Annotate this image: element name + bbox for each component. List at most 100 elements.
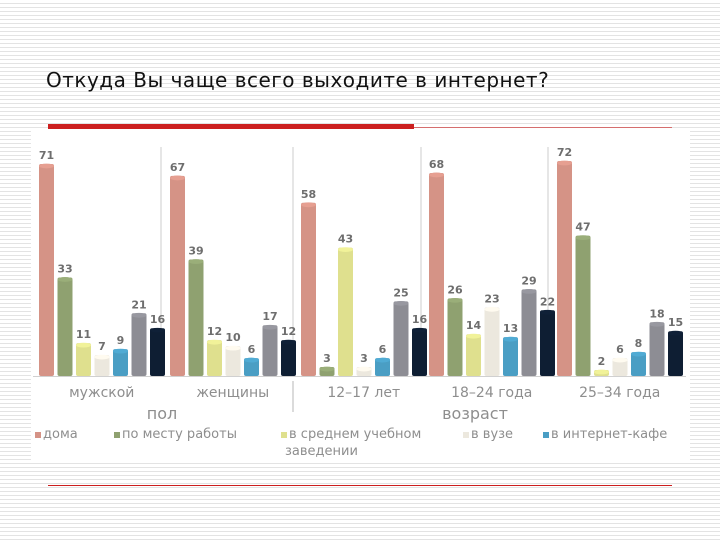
bar	[281, 340, 296, 376]
group-label: пол	[147, 404, 177, 423]
chart-panel: 71 33 11 7 9 21 16 мужской 67 39 12 10 6 17 12 женщины 5…	[31, 129, 690, 463]
bar-value-label: 29	[521, 274, 536, 287]
bar-cap	[521, 289, 537, 294]
bar-value-label: 3	[360, 352, 368, 365]
bar-value-label: 6	[248, 343, 256, 356]
legend-swatch	[35, 432, 41, 438]
bar	[631, 352, 646, 376]
group-label: возраст	[442, 404, 508, 423]
bar-cap	[262, 324, 278, 330]
bar-cap	[319, 366, 335, 372]
bar-value-label: 71	[39, 149, 54, 162]
bar	[131, 313, 147, 376]
bar-value-label: 72	[557, 146, 572, 159]
bar	[429, 172, 444, 376]
bar-cap	[649, 321, 665, 327]
bar-value-label: 8	[635, 337, 643, 350]
bar-value-label: 12	[281, 325, 296, 338]
bar-value-label: 21	[131, 298, 146, 311]
bar-cap	[76, 342, 91, 348]
bar-value-label: 7	[98, 340, 106, 353]
bar	[225, 346, 241, 376]
bar-cap	[484, 306, 500, 312]
bar	[649, 322, 665, 376]
bar-cap	[170, 175, 185, 181]
bar	[447, 298, 463, 376]
bar-cap	[540, 309, 555, 315]
bar-value-label: 9	[117, 334, 125, 347]
bar-cap	[207, 339, 222, 345]
bar-cap	[188, 259, 204, 264]
bar-cap	[301, 202, 316, 208]
bar-cap	[281, 339, 296, 345]
category-label: 18–24 года	[451, 385, 532, 401]
bar-value-label: 58	[301, 188, 316, 201]
bar-cap	[466, 333, 481, 339]
bar	[150, 328, 165, 376]
bar-value-label: 67	[170, 161, 185, 174]
bar-value-label: 25	[393, 286, 408, 299]
bar	[503, 337, 518, 376]
bar	[207, 340, 222, 376]
bar	[575, 235, 591, 376]
bar	[262, 325, 278, 376]
bar	[484, 307, 500, 376]
legend-swatch	[543, 432, 549, 438]
legend-swatch	[281, 432, 287, 438]
bar	[39, 163, 54, 376]
legend-label-line1: в среднем учебном	[289, 427, 421, 442]
category-label: женщины	[196, 385, 269, 401]
bar-cap	[412, 327, 427, 333]
bar-cap	[447, 297, 463, 303]
bar-value-label: 16	[150, 313, 166, 326]
bar-cap	[39, 163, 54, 169]
bar	[557, 161, 572, 376]
legend-swatch	[114, 432, 120, 438]
bar-cap	[150, 327, 165, 333]
bar	[338, 247, 353, 376]
bar	[521, 289, 537, 376]
bar-value-label: 16	[412, 313, 428, 326]
title-accent-line	[414, 127, 672, 128]
bar	[244, 358, 259, 376]
bar-value-label: 22	[540, 295, 555, 308]
bar-value-label: 6	[379, 343, 387, 356]
bar-cap	[356, 366, 372, 372]
bar-value-label: 68	[429, 158, 444, 171]
bar-cap	[338, 247, 353, 252]
bar-value-label: 10	[225, 331, 241, 344]
legend-label: в интернет-кафе	[551, 427, 667, 442]
bar-cap	[503, 336, 518, 342]
bar-value-label: 26	[447, 283, 463, 296]
legend-label: дома	[43, 427, 78, 442]
bar-cap	[244, 357, 259, 363]
bar-cap	[575, 235, 591, 241]
bar-value-label: 17	[262, 310, 277, 323]
bar-value-label: 14	[466, 319, 482, 332]
category-label: 12–17 лет	[327, 385, 400, 401]
bar-cap	[131, 312, 147, 318]
bar	[412, 328, 427, 376]
bar	[375, 358, 390, 376]
slide-title: Откуда Вы чаще всего выходите в интернет…	[46, 68, 550, 92]
bar	[94, 355, 110, 376]
bar-value-label: 6	[616, 343, 624, 356]
bar-cap	[225, 345, 241, 351]
bar-value-label: 13	[503, 322, 518, 335]
bar-cap	[429, 172, 444, 178]
bar-cap	[668, 330, 683, 336]
bar-cap	[393, 300, 409, 306]
legend-label: по месту работы	[122, 427, 237, 442]
bar-value-label: 15	[668, 316, 683, 329]
bar	[113, 349, 128, 376]
bar-value-label: 2	[598, 355, 606, 368]
bar-value-label: 23	[484, 292, 499, 305]
footer-line	[48, 485, 672, 486]
legend-label: в вузе	[471, 427, 513, 442]
bar-value-label: 3	[323, 352, 331, 365]
bar-cap	[113, 348, 128, 354]
bar	[393, 301, 409, 376]
bar	[612, 358, 628, 376]
bar	[188, 259, 204, 376]
bar-cap	[557, 160, 572, 166]
